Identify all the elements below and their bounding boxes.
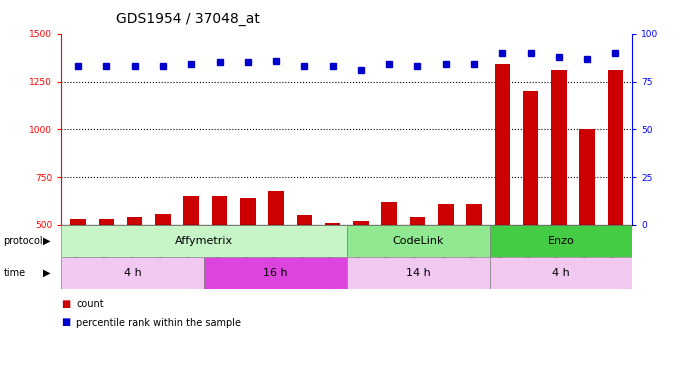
Bar xyxy=(490,257,632,289)
Text: Enzo: Enzo xyxy=(547,236,575,246)
Bar xyxy=(325,223,341,321)
Bar xyxy=(61,225,347,257)
Bar xyxy=(347,257,490,289)
Bar xyxy=(490,225,632,257)
Bar xyxy=(494,64,510,321)
Text: 4 h: 4 h xyxy=(552,268,570,278)
Bar xyxy=(99,219,114,321)
Bar xyxy=(127,217,143,321)
Text: count: count xyxy=(76,299,104,309)
Text: 14 h: 14 h xyxy=(406,268,430,278)
Text: time: time xyxy=(3,268,26,278)
Bar xyxy=(347,225,490,257)
Bar xyxy=(204,257,347,289)
Bar xyxy=(551,70,566,321)
Text: ▶: ▶ xyxy=(43,236,50,246)
Bar xyxy=(438,204,454,321)
Bar xyxy=(410,217,425,321)
Bar xyxy=(71,219,86,321)
Bar xyxy=(296,215,312,321)
Text: Affymetrix: Affymetrix xyxy=(175,236,233,246)
Text: ■: ■ xyxy=(61,318,71,327)
Bar xyxy=(579,129,595,321)
Bar xyxy=(353,221,369,321)
Text: ▶: ▶ xyxy=(43,268,50,278)
Bar xyxy=(523,91,539,321)
Bar xyxy=(381,202,397,321)
Bar xyxy=(466,204,482,321)
Text: protocol: protocol xyxy=(3,236,43,246)
Text: percentile rank within the sample: percentile rank within the sample xyxy=(76,318,241,327)
Bar xyxy=(240,198,256,321)
Bar xyxy=(269,190,284,321)
Bar xyxy=(61,257,204,289)
Bar xyxy=(608,70,623,321)
Text: ■: ■ xyxy=(61,299,71,309)
Bar xyxy=(184,196,199,321)
Text: 16 h: 16 h xyxy=(263,268,288,278)
Text: 4 h: 4 h xyxy=(124,268,141,278)
Bar xyxy=(211,196,227,321)
Text: GDS1954 / 37048_at: GDS1954 / 37048_at xyxy=(116,12,260,26)
Text: CodeLink: CodeLink xyxy=(392,236,444,246)
Bar xyxy=(155,213,171,321)
